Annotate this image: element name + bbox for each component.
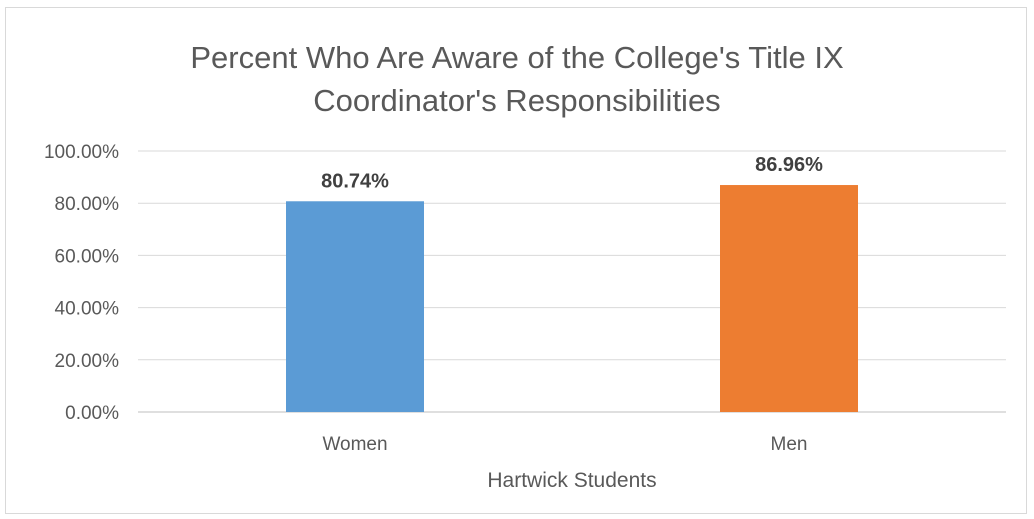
data-label-women: 80.74% [321, 170, 389, 192]
bar-men [720, 185, 858, 412]
chart-title-line-2: Coordinator's Responsibilities [313, 83, 721, 118]
chart-title: Percent Who Are Aware of the College's T… [0, 36, 1034, 122]
data-label-men: 86.96% [755, 154, 823, 176]
x-axis-title: Hartwick Students [487, 469, 656, 492]
y-axis-tick-labels: 0.00% 20.00% 40.00% 60.00% 80.00% 100.00% [44, 142, 119, 424]
chart-title-line-1: Percent Who Are Aware of the College's T… [190, 40, 844, 75]
y-tick-label: 20.00% [55, 351, 120, 372]
category-label-women: Women [322, 434, 387, 455]
x-axis-category-labels: Women Men [322, 434, 807, 455]
y-tick-label: 60.00% [55, 246, 120, 267]
y-tick-label: 0.00% [65, 403, 119, 424]
bar-women [286, 201, 424, 412]
y-tick-label: 100.00% [44, 142, 119, 163]
gridlines [138, 150, 1006, 413]
y-tick-label: 80.00% [55, 194, 120, 215]
data-labels: 80.74% 86.96% [321, 154, 823, 192]
bars [286, 185, 858, 412]
y-tick-label: 40.00% [55, 299, 120, 320]
category-label-men: Men [771, 434, 808, 455]
